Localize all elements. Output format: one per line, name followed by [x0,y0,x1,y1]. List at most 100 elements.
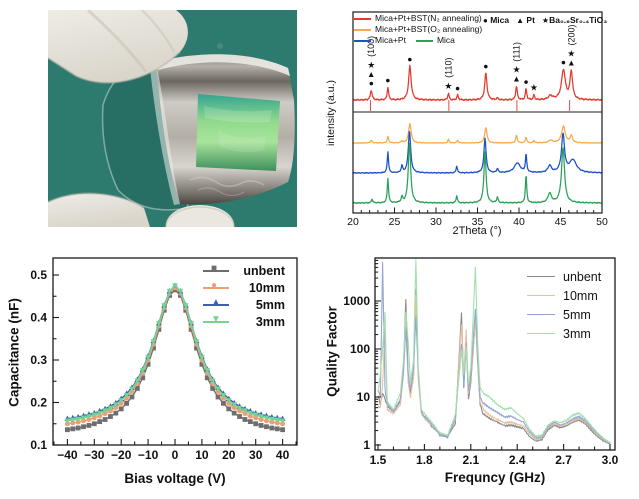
data-marker [225,398,232,404]
q-legend-item-10mm: 10mm [527,286,601,305]
peak-marker-icon: ● [483,61,488,71]
xrd-series-bottom [353,130,602,175]
q-y-axis-label: Quality Factor [324,306,340,397]
data-marker [209,378,216,384]
legend-line-swatch [527,332,555,335]
data-marker [204,367,211,374]
peak-marker-icon: ▲ [367,69,375,79]
data-marker [242,417,248,422]
data-marker [118,398,125,404]
cap-legend: ■ unbent ● 10mm ▲ 5mm ▼ 3mm [203,262,285,330]
data-marker [123,392,130,399]
peak-marker-icon: ★ [567,49,575,59]
cap-x-axis-label: Bias voltage (V) [124,471,226,486]
q-x-tick-label: 2.7 [555,453,572,467]
data-marker [150,339,157,345]
cap-y-tick-label: 0.4 [30,311,47,325]
data-marker [226,406,232,412]
data-marker [215,394,221,400]
peak-marker-icon: ● [455,83,460,93]
xrd-chart: ● ▲ ★ (100) ● ● ★ (110) ● ● ▲ ★ (111) ● ★ ● ▲ ★ (200) 20 25 3… [320,0,639,250]
data-marker [182,303,189,309]
marker-legend-pt: ▲ Pt [516,15,535,25]
peak-marker-icon: ● [369,78,374,88]
cap-y-tick-label: 0.5 [30,268,47,282]
q-legend-item-3mm: 3mm [527,324,601,343]
data-marker [274,426,280,432]
data-marker [102,408,108,414]
peak-marker-icon: ★ [512,65,520,75]
legend-line-swatch: ● [203,280,229,290]
legend-line-swatch [527,275,555,278]
q-x-axis-label: Frequncy (GHz) [444,470,546,485]
data-marker [91,412,98,418]
legend-line-swatch: ■ [203,263,229,273]
data-marker [134,386,140,391]
data-marker [258,414,264,420]
data-marker [268,416,275,423]
data-marker [65,427,70,433]
cap-x-tick-label: 20 [222,448,236,462]
data-marker [96,410,103,417]
data-marker [210,386,216,391]
data-marker [258,423,264,428]
data-marker [274,417,281,424]
data-marker [80,415,87,421]
data-marker [81,424,86,430]
marker-legend-mica: ● Mica [483,15,510,25]
data-marker [70,426,76,432]
legend-line-swatch [415,39,433,42]
data-marker [247,419,253,425]
peak-marker-icon: ● [561,57,566,67]
xrd-legend: Mica+Pt+BST(N₂ annealing) Mica+Pt+BST(O₂… [354,13,482,46]
data-marker [188,327,194,332]
peak-marker-icon: ● [407,54,412,64]
data-marker [86,414,92,420]
data-marker [134,378,141,384]
data-marker [129,394,135,400]
peak-marker-icon: ★ [367,60,375,70]
cap-legend-item-10mm: ● 10mm [203,279,285,296]
data-marker [231,402,238,408]
legend-line-swatch [354,28,371,31]
legend-line-swatch [527,294,555,297]
data-marker [236,405,243,412]
data-marker [252,412,259,418]
xrd-peak-label: (110) [443,58,453,78]
cap-x-tick-label: 30 [249,448,263,462]
xrd-x-tick-label: 50 [596,216,608,228]
circle-marker-icon: ● [211,279,218,291]
xrd-series-top [353,64,602,102]
data-marker [155,321,162,327]
data-marker [263,415,270,421]
data-marker [215,386,221,392]
q-series-line [377,259,611,444]
data-marker [86,423,92,428]
data-marker [151,345,156,351]
cap-y-axis-label: Capacitance (nF) [6,298,22,407]
q-y-tick-label: 1000 [343,294,370,308]
data-marker [113,410,119,416]
sample-photo [48,10,297,227]
cap-x-tick-label: −20 [111,448,132,462]
cap-x-tick-label: 10 [195,448,209,462]
data-marker [199,355,205,361]
xrd-legend-item-bst-n2: Mica+Pt+BST(N₂ annealing) [354,13,482,24]
data-marker [183,307,189,313]
xrd-peak-label: (200) [566,25,576,46]
xrd-marker-legend: ● Mica ▲ Pt ★Ba₀.₆Sr₀.₄TiO₃ [483,15,614,25]
data-marker [107,405,114,412]
triangle-up-marker-icon: ▲ [211,296,221,308]
data-marker [156,327,162,332]
data-marker [166,288,173,295]
peak-marker-icon: ★ [444,81,452,91]
triangle-down-marker-icon: ▼ [211,313,221,325]
peak-marker-icon: ★ [530,82,538,92]
q-x-tick-label: 1.5 [370,453,387,467]
data-marker [145,355,151,361]
xrd-series-bottom [353,142,602,205]
data-marker [108,414,113,419]
data-marker [145,361,151,367]
data-marker [231,410,237,416]
